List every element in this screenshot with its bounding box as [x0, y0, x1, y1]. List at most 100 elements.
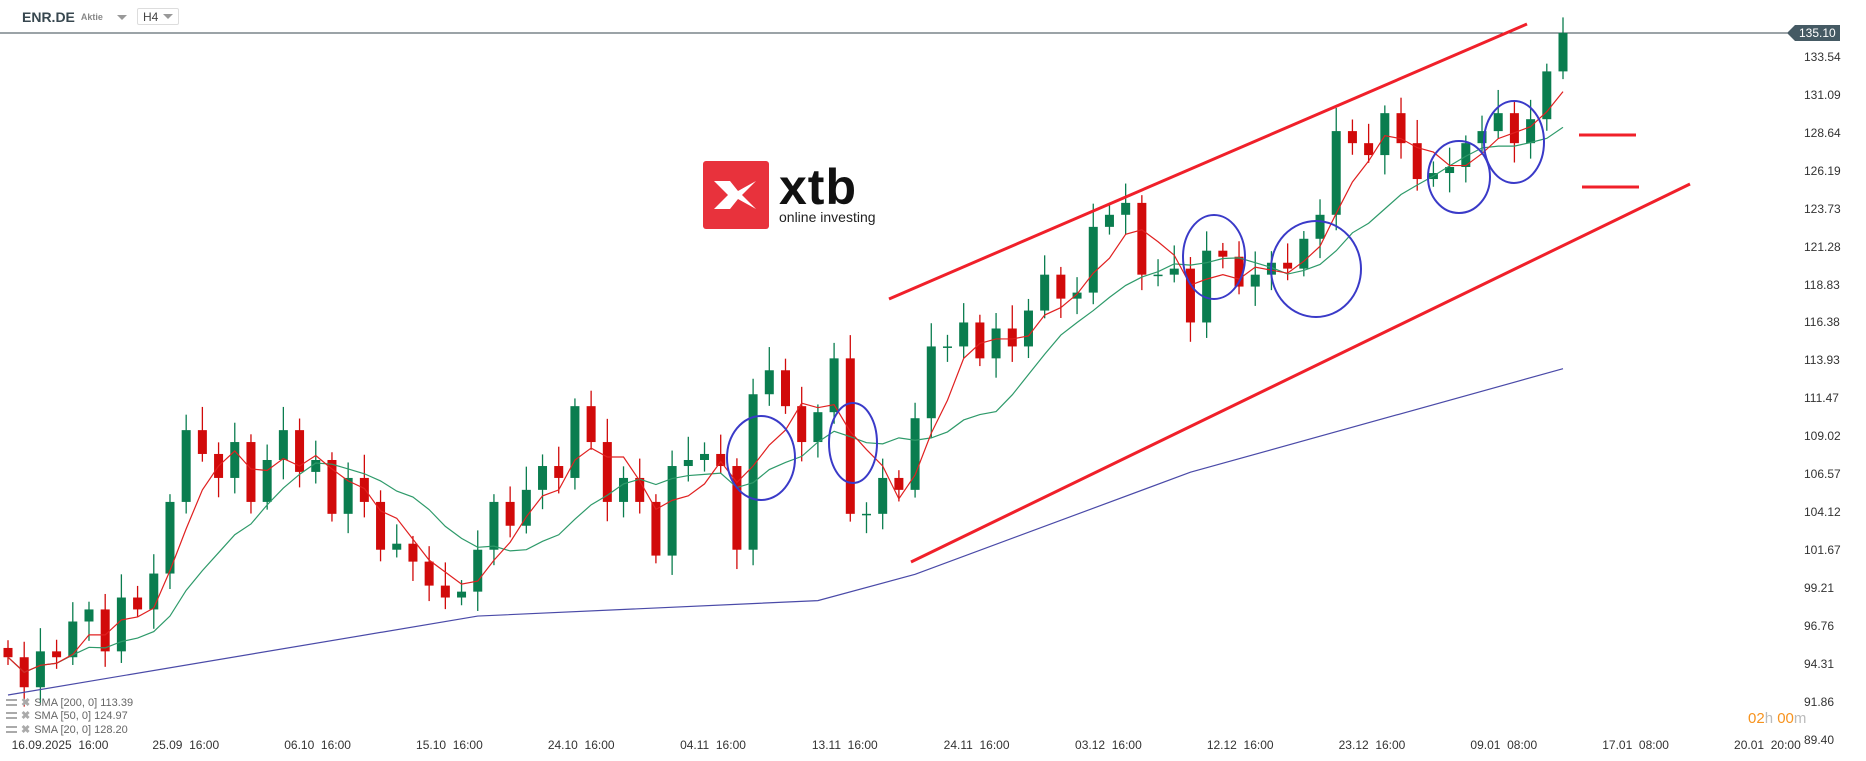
candle[interactable] — [959, 322, 969, 347]
candle[interactable] — [910, 418, 920, 490]
candle[interactable] — [197, 430, 207, 454]
candle[interactable] — [133, 597, 143, 610]
candle[interactable] — [100, 609, 110, 652]
candle[interactable] — [1153, 274, 1163, 277]
candle[interactable] — [84, 609, 94, 622]
candle[interactable] — [343, 477, 353, 514]
settings-icon[interactable] — [6, 726, 17, 733]
close-icon[interactable]: ✖ — [21, 710, 31, 722]
candle[interactable] — [1347, 131, 1357, 144]
candle[interactable] — [489, 501, 499, 550]
candle[interactable] — [813, 412, 823, 443]
candle[interactable] — [1023, 310, 1033, 347]
candle[interactable] — [1283, 262, 1293, 269]
candle[interactable] — [602, 442, 612, 502]
candle[interactable] — [457, 591, 467, 598]
candle[interactable] — [1104, 214, 1114, 227]
candle[interactable] — [311, 459, 321, 472]
candle[interactable] — [732, 466, 742, 550]
candle[interactable] — [1461, 143, 1471, 167]
candle[interactable] — [570, 406, 580, 478]
candle[interactable] — [1364, 143, 1374, 156]
symbol-selector[interactable]: ENR.DE Aktie — [22, 9, 127, 25]
candle[interactable] — [829, 358, 839, 413]
candle[interactable] — [926, 346, 936, 419]
candle[interactable] — [52, 651, 62, 658]
candle[interactable] — [149, 573, 159, 610]
candle[interactable] — [262, 459, 272, 502]
candle[interactable] — [473, 549, 483, 592]
candle[interactable] — [68, 621, 78, 658]
candle[interactable] — [716, 453, 726, 467]
candle[interactable] — [181, 430, 191, 502]
candle[interactable] — [1445, 166, 1455, 174]
candle[interactable] — [1509, 113, 1519, 144]
candle[interactable] — [781, 370, 790, 407]
candle[interactable] — [667, 466, 677, 556]
candle[interactable] — [278, 430, 288, 460]
candle[interactable] — [392, 543, 402, 550]
candle[interactable] — [1250, 274, 1260, 287]
candle[interactable] — [975, 322, 985, 359]
candle[interactable] — [1202, 250, 1212, 323]
candle[interactable] — [295, 430, 305, 472]
candle[interactable] — [1315, 214, 1325, 239]
candle[interactable] — [764, 370, 774, 395]
candle[interactable] — [683, 459, 693, 467]
candle[interactable] — [1121, 202, 1131, 215]
candle[interactable] — [1558, 32, 1568, 72]
candle[interactable] — [1040, 274, 1050, 311]
candle[interactable] — [1169, 268, 1179, 275]
candle[interactable] — [35, 651, 45, 688]
candle[interactable] — [359, 477, 369, 502]
candle[interactable] — [230, 442, 240, 478]
candle[interactable] — [165, 501, 175, 574]
settings-icon[interactable] — [6, 699, 17, 706]
candle[interactable] — [878, 477, 888, 514]
candle[interactable] — [538, 466, 548, 490]
close-icon[interactable]: ✖ — [21, 697, 31, 709]
candle[interactable] — [246, 442, 256, 502]
candle[interactable] — [797, 406, 807, 443]
candle[interactable] — [1477, 131, 1487, 144]
candle[interactable] — [861, 513, 871, 516]
candle[interactable] — [1056, 274, 1066, 299]
candle[interactable] — [1137, 202, 1147, 275]
candle[interactable] — [327, 459, 337, 514]
candle[interactable] — [1007, 328, 1017, 347]
legend-sma-20[interactable]: ✖ SMA [20, 0] 128.20 — [6, 723, 128, 736]
candle[interactable] — [1072, 292, 1082, 299]
candle[interactable] — [1331, 131, 1341, 215]
candle[interactable] — [1299, 238, 1309, 269]
candle[interactable] — [700, 453, 710, 460]
candle[interactable] — [1412, 143, 1422, 180]
candle[interactable] — [1218, 250, 1228, 257]
candle[interactable] — [440, 585, 450, 598]
candle[interactable] — [619, 477, 629, 502]
legend-sma-50[interactable]: ✖ SMA [50, 0] 124.97 — [6, 709, 128, 722]
candle[interactable] — [1185, 268, 1195, 323]
candle[interactable] — [748, 394, 758, 550]
legend-sma-200[interactable]: ✖ SMA [200, 0] 113.39 — [6, 696, 133, 709]
candle[interactable] — [3, 647, 13, 658]
candle[interactable] — [521, 489, 531, 526]
candle[interactable] — [1380, 113, 1390, 156]
candle[interactable] — [942, 346, 952, 348]
timeframe-dropdown[interactable]: H4 — [137, 8, 179, 25]
candle[interactable] — [651, 501, 661, 556]
candle[interactable] — [1088, 226, 1098, 293]
candle[interactable] — [1542, 71, 1552, 120]
candle[interactable] — [408, 543, 418, 562]
candle[interactable] — [116, 597, 126, 652]
candle[interactable] — [376, 501, 386, 550]
settings-icon[interactable] — [6, 712, 17, 719]
candle[interactable] — [1493, 113, 1503, 132]
candle[interactable] — [554, 466, 564, 478]
candle[interactable] — [586, 406, 596, 443]
candle[interactable] — [894, 477, 904, 490]
candle[interactable] — [635, 477, 645, 502]
candle[interactable] — [991, 328, 1001, 359]
close-icon[interactable]: ✖ — [21, 724, 31, 736]
candle[interactable] — [1526, 119, 1536, 144]
